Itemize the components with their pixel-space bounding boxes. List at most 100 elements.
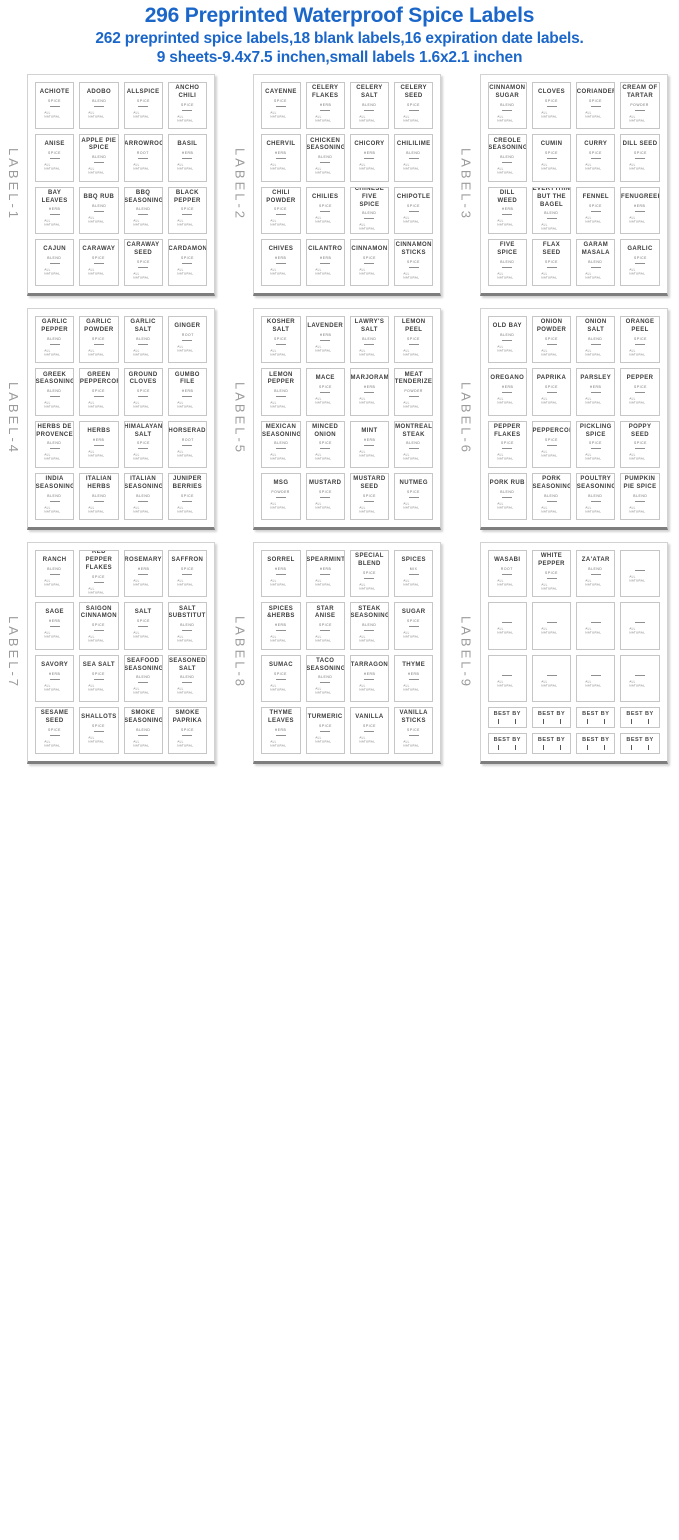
- all-natural-text: ALL NATURAL: [541, 397, 558, 405]
- spice-name: CREOLE SEASONING: [488, 137, 527, 152]
- all-natural-text: ALL NATURAL: [359, 735, 375, 744]
- spice-name: SORREL: [267, 557, 295, 564]
- date-tick: [498, 719, 500, 725]
- label-divider: [502, 109, 513, 111]
- spice-type: BLEND: [180, 623, 195, 628]
- all-natural-text: ALL NATURAL: [270, 501, 287, 510]
- all-natural-text: ALL NATURAL: [314, 453, 331, 461]
- label-divider: [182, 396, 193, 398]
- label-divider: [320, 448, 331, 450]
- all-natural-text: ALL NATURAL: [44, 348, 61, 357]
- spice-name: HERBS: [87, 427, 111, 434]
- spice-name: CLOVES: [537, 89, 566, 96]
- all-natural-text: ALL NATURAL: [270, 739, 287, 748]
- spice-label: HERBS DE PROVENCE BLEND ALL NATURAL: [35, 420, 75, 468]
- all-natural-text: ALL NATURAL: [88, 505, 105, 514]
- spice-name: CARAWAY SEED: [126, 242, 160, 256]
- date-ticks: [586, 745, 605, 751]
- label-divider: [138, 448, 149, 450]
- label-sheet: OLD BAY BLEND ALL NATURAL ONION POWDER SPICE…: [479, 308, 668, 530]
- all-natural-text: ALL NATURAL: [497, 501, 513, 510]
- sheet-side-label: LABEL-6: [458, 382, 474, 456]
- spice-label: VANILLA STICKS SPICE ALL NATURAL: [394, 706, 434, 754]
- all-natural-text: ALL NATURAL: [585, 679, 602, 688]
- all-natural-text: ALL NATURAL: [88, 683, 105, 691]
- spice-label: CAYENNE SPICE ALL NATURAL: [261, 82, 301, 130]
- all-natural-text: ALL NATURAL: [270, 401, 287, 409]
- spice-label: ZA'ATAR BLEND ALL NATURAL: [576, 550, 616, 598]
- all-natural-text: ALL NATURAL: [629, 505, 646, 514]
- spice-label: CINNAMON SUGAR BLEND ALL NATURAL: [487, 82, 527, 130]
- spice-label: DILL SEED SPICE ALL NATURAL: [620, 134, 660, 182]
- spice-type: SPICE: [92, 671, 106, 676]
- spice-type: HERB: [275, 567, 287, 572]
- label-divider: [138, 266, 149, 268]
- spice-type: SPICE: [274, 671, 288, 676]
- spice-type: BLEND: [362, 103, 377, 108]
- spice-type: SPICE: [180, 255, 194, 260]
- all-natural-text: ALL NATURAL: [359, 223, 375, 231]
- label-divider: [320, 630, 331, 632]
- best-by-label: BEST BY: [576, 706, 616, 728]
- label-divider: [182, 682, 193, 684]
- spice-name: WHITE PEPPER: [538, 553, 565, 568]
- sheet-region: LABEL-7 RANCH BLEND ALL NATURAL RED PEPPER F…: [0, 536, 226, 770]
- all-natural-text: ALL NATURAL: [270, 578, 287, 587]
- spice-name: GARLIC PEPPER: [41, 319, 68, 334]
- spice-type: BLEND: [500, 489, 515, 494]
- spice-type: SPICE: [318, 489, 332, 494]
- spice-label: CINNAMON SPICE ALL NATURAL: [349, 238, 390, 286]
- spice-type: HERB: [181, 389, 194, 394]
- spice-name: DILL SEED: [622, 141, 658, 148]
- best-by-label: BEST BY: [531, 732, 572, 754]
- spice-type: HERB: [275, 727, 287, 732]
- spice-label: SEASONED SALT BLEND ALL NATURAL: [167, 654, 207, 702]
- spice-type: SPICE: [407, 619, 421, 624]
- spice-name: SAGE: [45, 609, 64, 616]
- spice-label: GARLIC SALT BLEND ALL NATURAL: [123, 316, 163, 364]
- spice-label: SAVORY HERB ALL NATURAL: [35, 654, 75, 702]
- all-natural-text: ALL NATURAL: [88, 735, 105, 744]
- date-ticks: [542, 719, 561, 725]
- sheet-region: LABEL-4 GARLIC PEPPER BLEND ALL NATURAL GARL…: [0, 302, 226, 536]
- spice-label: ORANGE PEEL SPICE ALL NATURAL: [620, 316, 660, 364]
- label-divider: [93, 630, 104, 632]
- label-divider: [275, 496, 286, 498]
- best-by-label: BEST BY: [487, 706, 527, 728]
- spice-type: BLEND: [362, 623, 377, 628]
- spice-label: ONION SALT BLEND ALL NATURAL: [576, 316, 616, 364]
- label-divider: [408, 343, 419, 345]
- spice-type: SPICE: [407, 203, 421, 208]
- all-natural-text: ALL NATURAL: [177, 344, 193, 353]
- date-tick: [648, 719, 650, 725]
- spice-label: POULTRY SEASONING BLEND ALL NATURAL: [576, 472, 616, 520]
- label-divider: [502, 496, 513, 498]
- all-natural-text: ALL NATURAL: [497, 271, 513, 280]
- label-divider: [320, 392, 331, 394]
- spice-name: GREEN PEPPERCORN: [79, 371, 117, 386]
- all-natural-text: ALL NATURAL: [270, 163, 287, 171]
- spice-type: BLEND: [47, 337, 62, 342]
- spice-label: OREGANO HERB ALL NATURAL: [487, 368, 527, 416]
- best-by-label: BEST BY: [576, 732, 616, 754]
- all-natural-text: ALL NATURAL: [44, 505, 61, 514]
- spice-name: TARRAGON: [350, 661, 389, 668]
- all-natural-text: ALL NATURAL: [497, 679, 513, 688]
- spice-label: GARAM MASALA BLEND ALL NATURAL: [576, 238, 616, 286]
- spice-name: VANILLA: [355, 713, 384, 720]
- label-divider: [635, 343, 646, 345]
- spice-name: SPICES: [401, 557, 426, 564]
- label-divider: [182, 734, 193, 736]
- blank-label: ALL NATURAL: [487, 654, 527, 702]
- spice-name: CHILILIME: [396, 141, 431, 148]
- label-divider: [138, 574, 149, 576]
- all-natural-text: ALL NATURAL: [629, 215, 646, 223]
- label-divider: [546, 622, 557, 624]
- spice-type: BLEND: [91, 493, 106, 498]
- spice-label: SUGAR SPICE ALL NATURAL: [394, 602, 434, 650]
- spice-type: SPICE: [407, 259, 421, 264]
- date-tick: [542, 719, 544, 725]
- spice-label: SPICES &HERBS HERB ALL NATURAL: [261, 602, 301, 650]
- spice-label: NUTMEG SPICE ALL NATURAL: [394, 472, 434, 520]
- spice-type: SPICE: [362, 723, 376, 728]
